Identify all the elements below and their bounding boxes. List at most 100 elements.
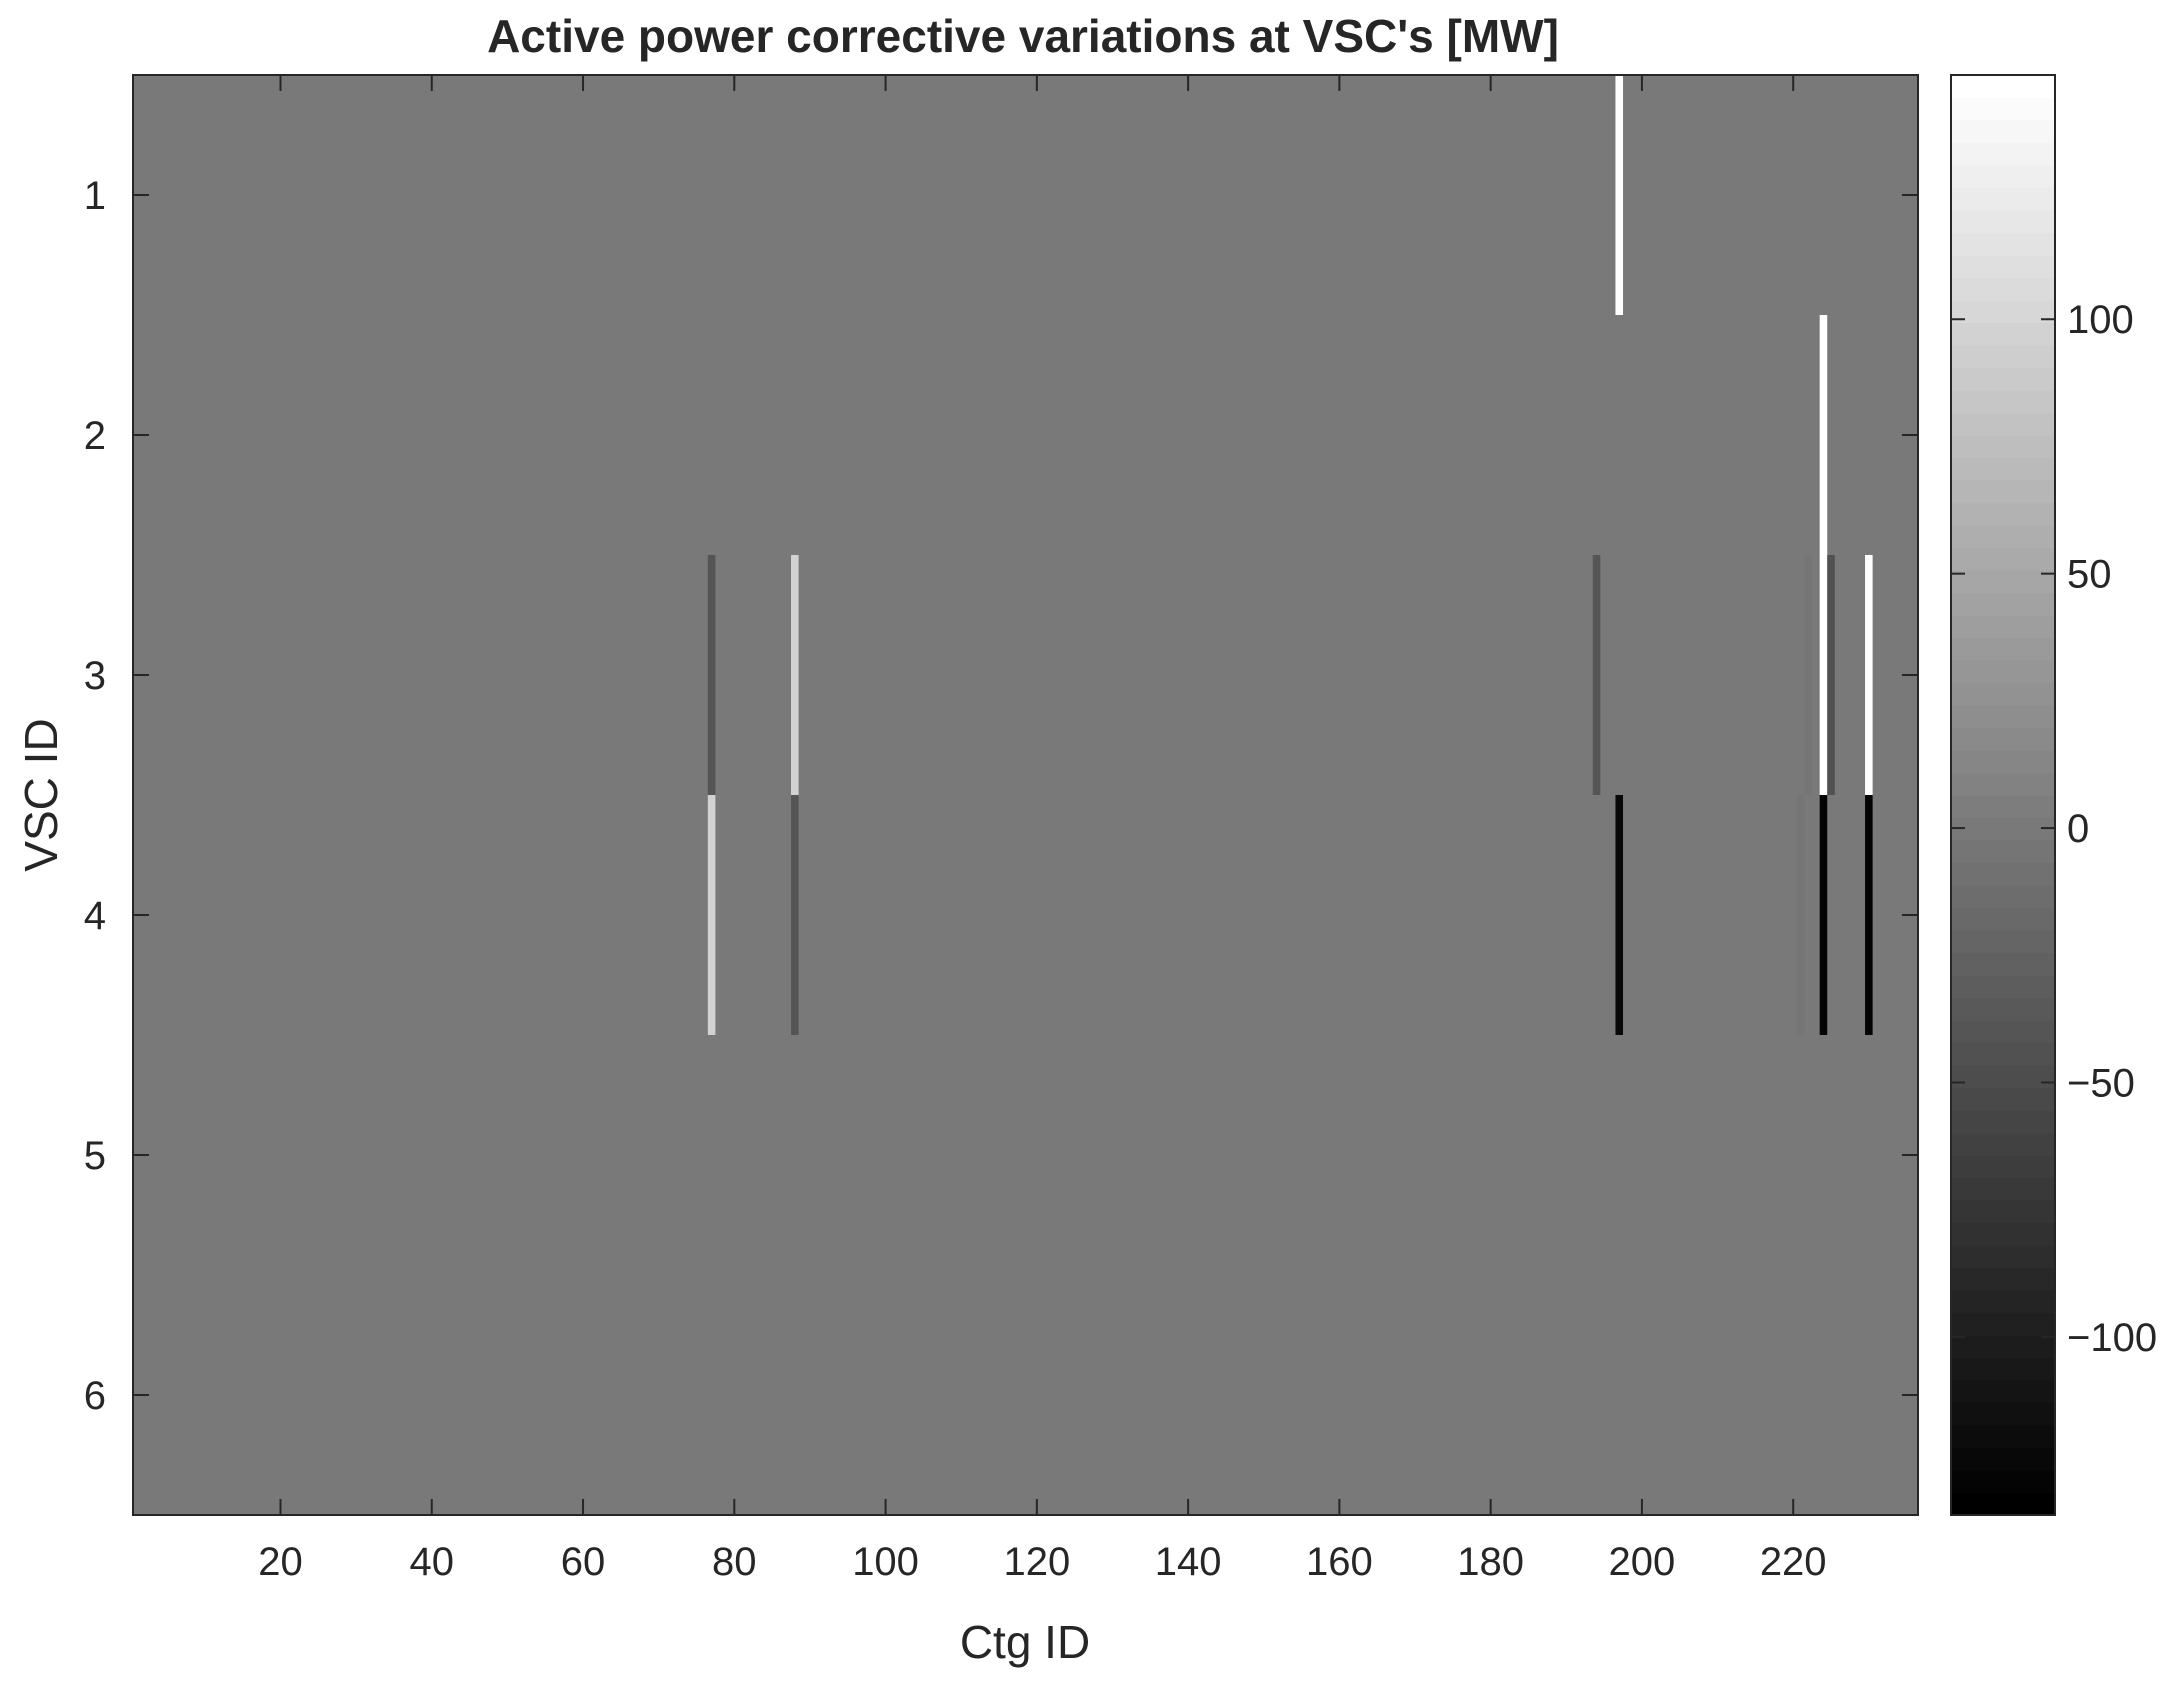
- colorbar-band: [1951, 907, 2055, 931]
- colorbar-band: [1951, 1042, 2055, 1066]
- colorbar-band: [1951, 142, 2055, 166]
- x-tick-label: 20: [258, 1540, 303, 1584]
- colorbar-band: [1951, 165, 2055, 189]
- colorbar-band: [1951, 255, 2055, 279]
- colorbar-band: [1951, 480, 2055, 504]
- colorbar-band: [1951, 1110, 2055, 1134]
- x-tick-label: 100: [852, 1540, 919, 1584]
- heatmap-cell: [1615, 75, 1624, 315]
- x-tick-label: 80: [712, 1540, 757, 1584]
- heatmap-cell: [1865, 795, 1873, 1035]
- colorbar-band: [1951, 75, 2055, 99]
- colorbar-band: [1951, 930, 2055, 954]
- colorbar-band: [1951, 1425, 2055, 1449]
- colorbar-band: [1951, 615, 2055, 639]
- y-tick-label: 4: [84, 894, 106, 938]
- x-tick-label: 220: [1760, 1540, 1827, 1584]
- heatmap-cell: [1796, 795, 1805, 1035]
- colorbar-band: [1951, 547, 2055, 571]
- x-axis-label: Ctg ID: [960, 1616, 1090, 1668]
- y-tick-label: 1: [84, 174, 106, 218]
- colorbar-band: [1951, 1245, 2055, 1269]
- colorbar-band: [1951, 637, 2055, 661]
- colorbar-band: [1951, 1447, 2055, 1471]
- colorbar-band: [1951, 1312, 2055, 1336]
- colorbar-band: [1951, 885, 2055, 909]
- heatmap-cell: [1615, 795, 1624, 1035]
- colorbar-tick-label: −100: [2067, 1316, 2157, 1360]
- colorbar-band: [1951, 1222, 2055, 1246]
- colorbar-band: [1951, 277, 2055, 301]
- colorbar-band: [1951, 97, 2055, 121]
- colorbar-band: [1951, 570, 2055, 594]
- colorbar-ticks: −100 −50 0 50 100: [1951, 298, 2157, 1360]
- colorbar-band: [1951, 120, 2055, 144]
- x-tick-label: 60: [561, 1540, 606, 1584]
- y-tick-label: 2: [84, 414, 106, 458]
- colorbar-band: [1951, 322, 2055, 346]
- colorbar-band: [1951, 1492, 2055, 1516]
- colorbar-gradient: [1951, 75, 2055, 1516]
- colorbar-band: [1951, 1155, 2055, 1179]
- heatmap-cell: [1865, 555, 1873, 795]
- y-axis-label: VSC ID: [15, 718, 67, 871]
- colorbar-frame: [1950, 74, 2056, 1516]
- y-tick-label: 3: [84, 654, 106, 698]
- colorbar-band: [1951, 997, 2055, 1021]
- x-tick-label: 40: [410, 1540, 455, 1584]
- colorbar-band: [1951, 525, 2055, 549]
- colorbar-band: [1951, 1290, 2055, 1314]
- x-tick-label: 160: [1306, 1540, 1373, 1584]
- colorbar-band: [1951, 952, 2055, 976]
- colorbar-band: [1951, 1087, 2055, 1111]
- colorbar: −100 −50 0 50 100: [1950, 74, 2157, 1516]
- colorbar-band: [1951, 592, 2055, 616]
- colorbar-band: [1951, 1132, 2055, 1156]
- colorbar-band: [1951, 1402, 2055, 1426]
- colorbar-tick-label: 0: [2067, 807, 2089, 851]
- colorbar-band: [1951, 682, 2055, 706]
- y-tick-label: 5: [84, 1134, 106, 1178]
- y-tick-label: 6: [84, 1374, 106, 1418]
- colorbar-band: [1951, 727, 2055, 751]
- colorbar-band: [1951, 412, 2055, 436]
- colorbar-tick-label: 100: [2067, 298, 2134, 342]
- chart-title: Active power corrective variations at VS…: [487, 10, 1559, 62]
- colorbar-band: [1951, 345, 2055, 369]
- colorbar-tick-label: −50: [2067, 1061, 2135, 1105]
- heatmap-cell: [1804, 555, 1813, 795]
- colorbar-band: [1951, 862, 2055, 886]
- plot-frame: [132, 74, 1919, 1516]
- colorbar-band: [1951, 1470, 2055, 1494]
- x-tick-label: 200: [1609, 1540, 1676, 1584]
- y-tick-labels: 1 2 3 4 5 6: [84, 174, 106, 1418]
- colorbar-band: [1951, 232, 2055, 256]
- heatmap-cell: [707, 795, 716, 1035]
- colorbar-band: [1951, 1267, 2055, 1291]
- colorbar-band: [1951, 840, 2055, 864]
- colorbar-band: [1951, 187, 2055, 211]
- heatmap-cells: [707, 75, 1873, 1035]
- colorbar-band: [1951, 300, 2055, 324]
- colorbar-tick-label: 50: [2067, 553, 2112, 597]
- colorbar-band: [1951, 975, 2055, 999]
- colorbar-band: [1951, 367, 2055, 391]
- colorbar-band: [1951, 750, 2055, 774]
- heatmap-cell: [1819, 555, 1828, 795]
- colorbar-band: [1951, 1335, 2055, 1359]
- colorbar-band: [1951, 390, 2055, 414]
- heatmap-cell: [791, 555, 799, 795]
- heatmap-cell: [1819, 315, 1828, 555]
- colorbar-band: [1951, 772, 2055, 796]
- heatmap-cell: [707, 555, 716, 795]
- x-tick-label: 140: [1155, 1540, 1222, 1584]
- x-tick-labels: 20 40 60 80 100 120 140 160 180 200 220: [258, 1540, 1826, 1584]
- colorbar-band: [1951, 1065, 2055, 1089]
- colorbar-band: [1951, 1177, 2055, 1201]
- colorbar-band: [1951, 210, 2055, 234]
- colorbar-band: [1951, 1380, 2055, 1404]
- heatmap-cell: [1827, 555, 1835, 795]
- x-tick-label: 120: [1003, 1540, 1070, 1584]
- colorbar-band: [1951, 817, 2055, 841]
